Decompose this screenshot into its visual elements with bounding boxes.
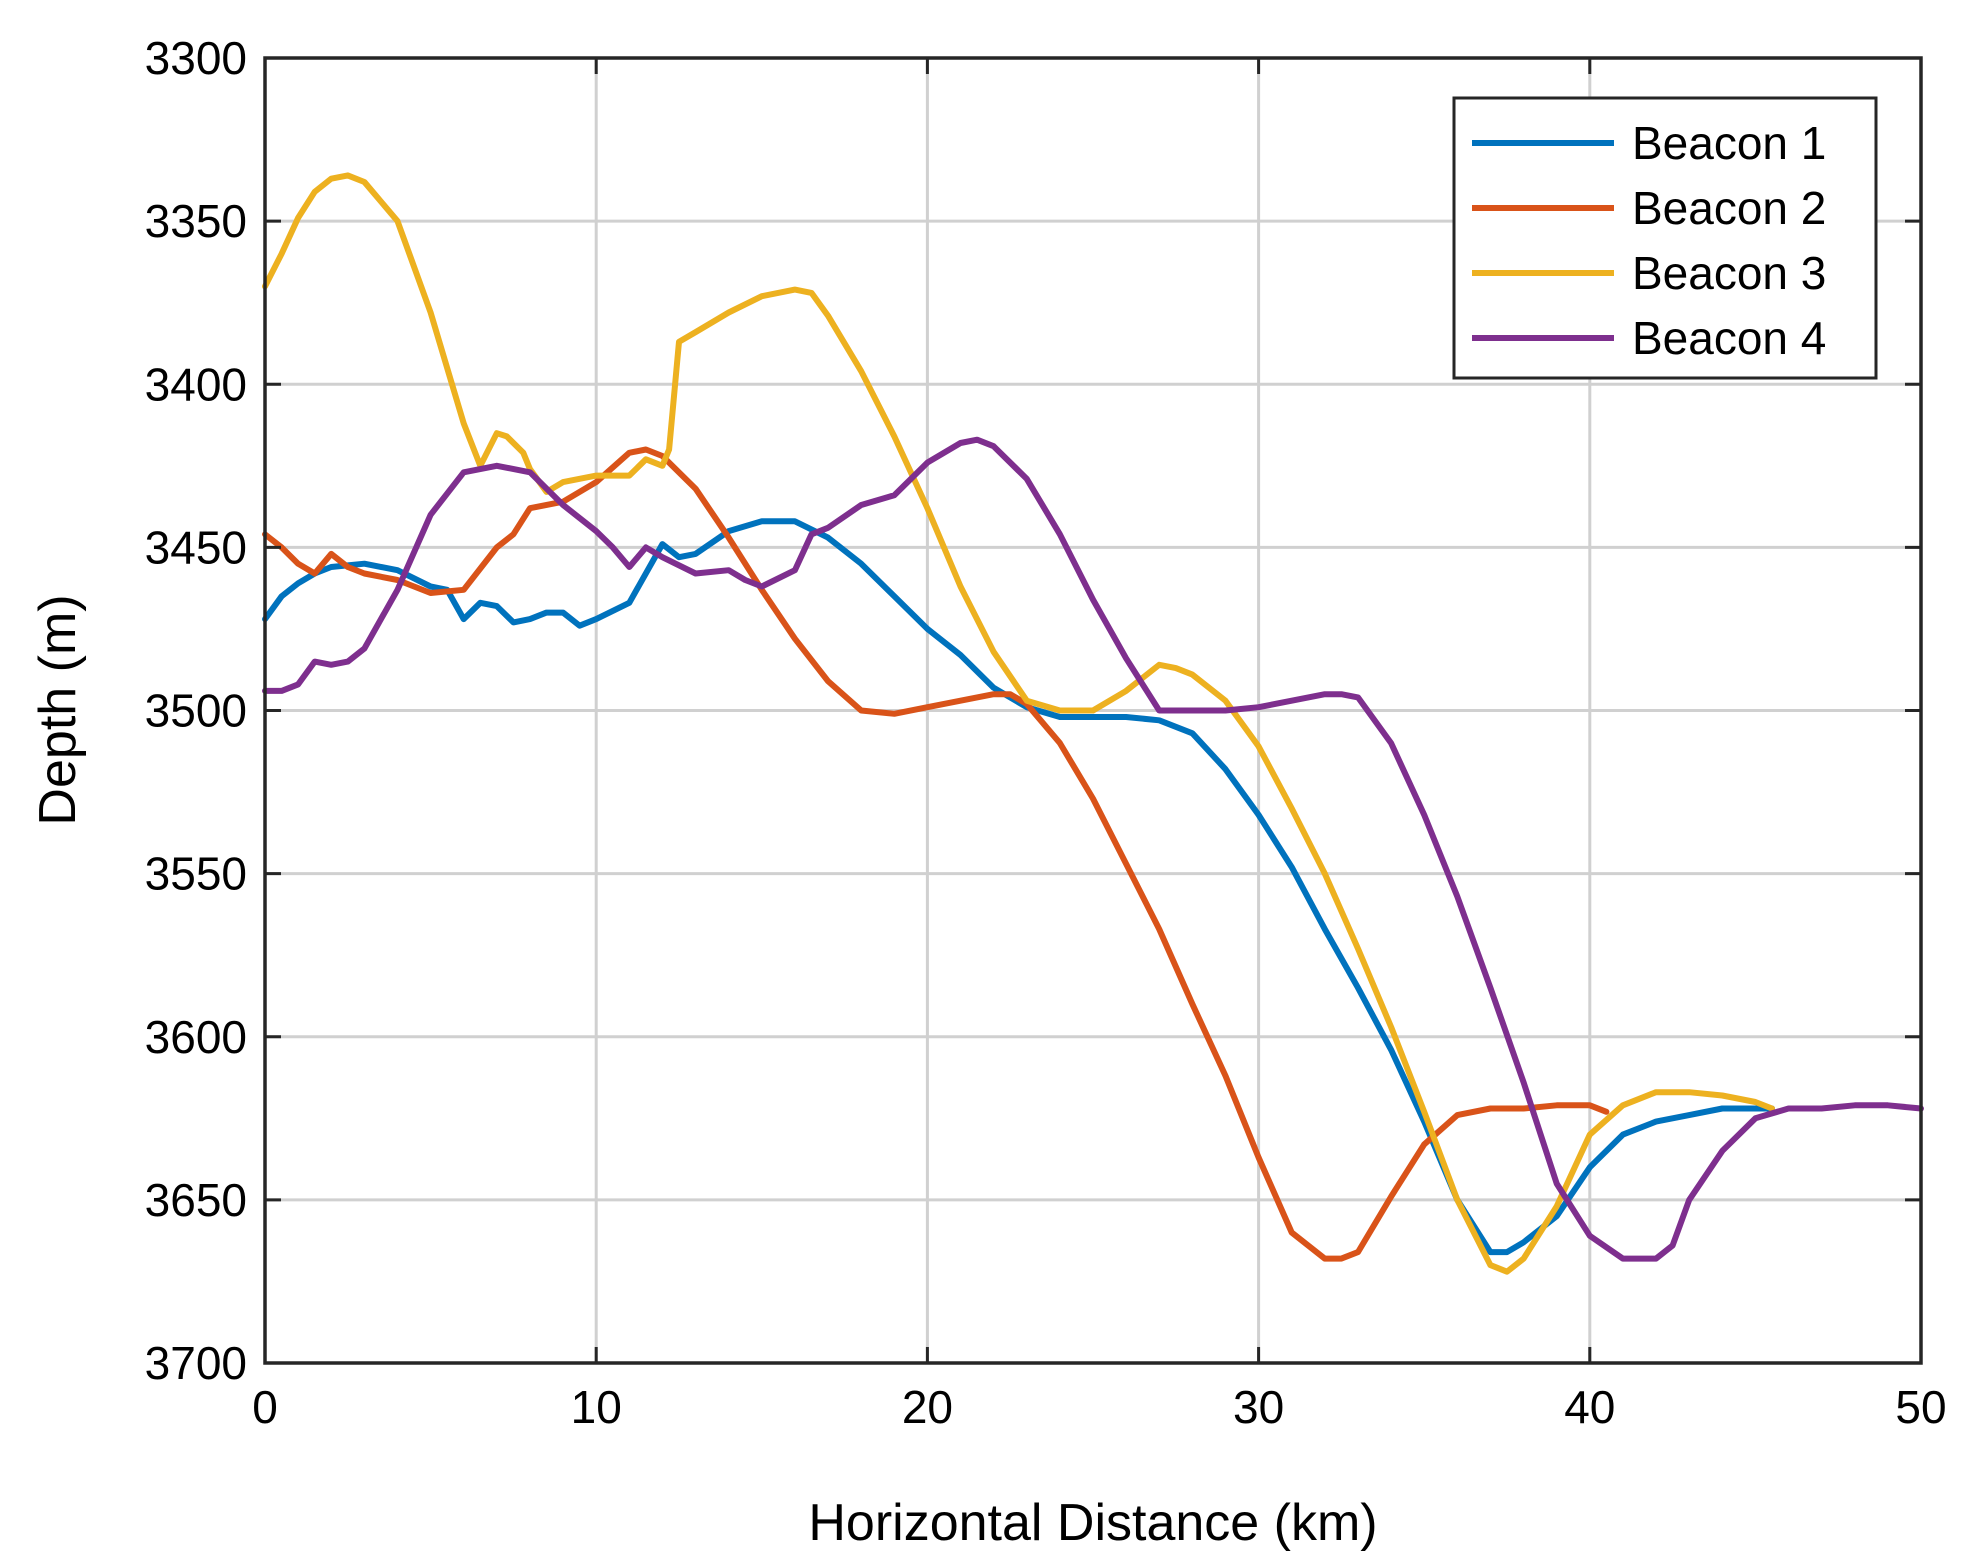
series-line-beacon-4 [262, 436, 1924, 1262]
x-tick-labels: 0 10 20 30 40 50 [252, 1381, 1946, 1433]
y-tick-label: 3400 [145, 358, 247, 410]
series-line-beacon-3 [262, 172, 1775, 1275]
y-axis-title: Depth (m) [29, 594, 87, 825]
series-lines [262, 172, 1924, 1275]
legend-entries: Beacon 1 Beacon 2 Beacon 3 Beacon 4 [1472, 117, 1826, 364]
y-tick-label: 3350 [145, 195, 247, 247]
legend-label-beacon-2: Beacon 2 [1632, 182, 1826, 234]
legend-label-beacon-3: Beacon 3 [1632, 247, 1826, 299]
y-tick-label: 3650 [145, 1174, 247, 1226]
y-tick-label: 3500 [145, 685, 247, 737]
x-tick-label: 0 [252, 1381, 278, 1433]
y-tick-labels: 3300 3350 3400 3450 3500 3550 3600 3650 3700 [145, 32, 247, 1389]
legend-box [1452, 96, 1878, 380]
x-axis-title: Horizontal Distance (km) [808, 1494, 1377, 1552]
legend-label-beacon-4: Beacon 4 [1632, 312, 1826, 364]
x-tick-label: 30 [1233, 1381, 1284, 1433]
x-tick-label: 20 [902, 1381, 953, 1433]
y-tick-label: 3550 [145, 848, 247, 900]
legend: Beacon 1 Beacon 2 Beacon 3 Beacon 4 [1452, 96, 1878, 380]
y-tick-label: 3450 [145, 521, 247, 573]
x-tick-label: 40 [1564, 1381, 1615, 1433]
x-tick-label: 50 [1895, 1381, 1946, 1433]
y-tick-label: 3300 [145, 32, 247, 84]
series-line-beacon-2 [262, 446, 1610, 1262]
y-tick-label: 3600 [145, 1011, 247, 1063]
legend-label-beacon-1: Beacon 1 [1632, 117, 1826, 169]
series-line-beacon-1 [262, 518, 1775, 1256]
ticks [263, 56, 1923, 1365]
y-tick-label: 3700 [145, 1337, 247, 1389]
x-tick-label: 10 [571, 1381, 622, 1433]
